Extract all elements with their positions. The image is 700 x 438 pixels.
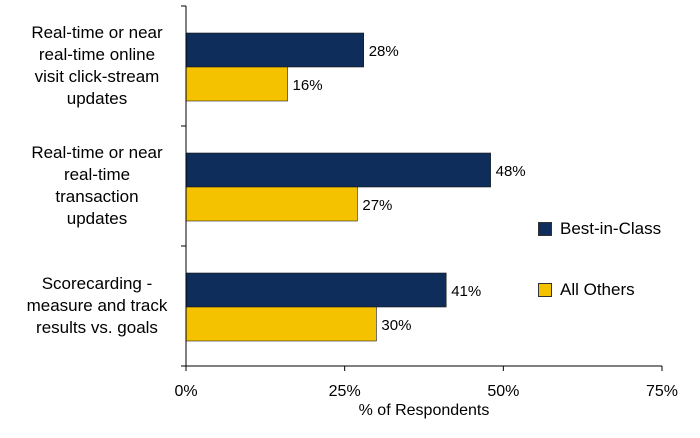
category-label-line: real-time [63,165,131,184]
legend-item-best-in-class: Best-in-Class [538,218,661,240]
x-tick-label-0: 0% [174,383,197,400]
category-label-line: updates [66,89,128,108]
x-tick-label-1: 25% [329,383,361,400]
x-tick-label-3: 75% [646,383,678,400]
value-label-all-others-2: 30% [381,317,411,334]
category-label-line: transaction [55,187,139,206]
category-label-line: real-time online [38,45,156,64]
category-label-0: Real-time or near real-time online visit c… [8,22,186,110]
bar-best-in-class-0 [185,32,365,68]
category-label-line: Real-time or near [31,23,163,42]
category-label-1: Real-time or near real-time transaction upd… [8,142,186,230]
x-axis-title: % of Respondents [358,402,490,419]
legend-swatch-all-others [538,283,552,297]
legend-item-all-others: All Others [538,279,635,301]
value-label-best-in-class-2: 41% [451,283,481,300]
bar-best-in-class-2 [185,272,447,308]
value-label-all-others-0: 16% [293,77,323,94]
bar-all-others-2 [185,306,377,342]
bar-best-in-class-1 [185,152,491,188]
value-label-best-in-class-0: 28% [369,43,399,60]
category-label-line: Scorecarding - [41,274,153,293]
bar-all-others-1 [185,186,358,222]
category-label-line: results vs. goals [36,318,158,337]
legend-swatch-best-in-class [538,222,552,236]
value-label-best-in-class-1: 48% [496,163,526,180]
legend-label-all-others: All Others [560,280,635,299]
legend-label-best-in-class: Best-in-Class [560,219,662,238]
x-tick-label-2: 50% [487,383,519,400]
value-label-all-others-1: 27% [362,197,392,214]
category-label-line: measure and track [26,296,168,315]
category-label-2: Scorecarding - measure and track results v… [8,273,186,339]
category-label-line: Real-time or near [31,143,163,162]
category-label-line: updates [66,209,128,228]
bar-all-others-0 [185,66,288,102]
category-label-line: visit click-stream [34,67,160,86]
